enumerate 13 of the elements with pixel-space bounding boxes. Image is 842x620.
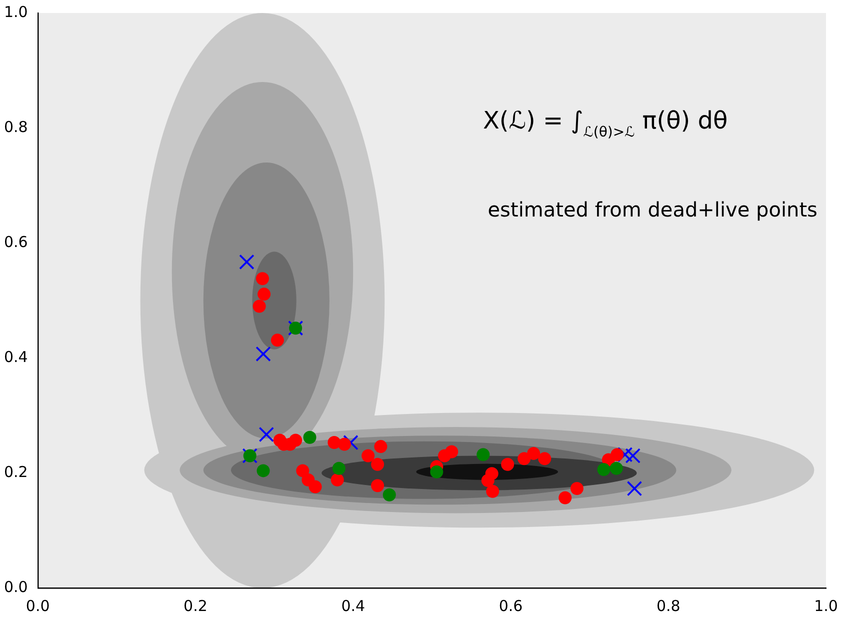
y-tick-label: 0.8 [4,118,28,136]
x-tick-label: 0.0 [26,596,50,615]
x-tick-label: 0.6 [498,596,523,615]
x-tick-label: 0.2 [184,596,208,615]
x-tick-label: 1.0 [814,596,838,615]
y-tick-label: 1.0 [4,2,28,21]
y-tick-label: 0.2 [4,462,28,481]
x-tick-label: 0.4 [341,596,366,615]
y-tick-label: 0.6 [4,232,28,251]
y-tick-label: 0.4 [4,348,28,366]
y-tick-label: 0.0 [4,578,28,596]
annotation: estimated from dead+live points [488,198,818,222]
x-tick-label: 0.8 [656,596,680,615]
